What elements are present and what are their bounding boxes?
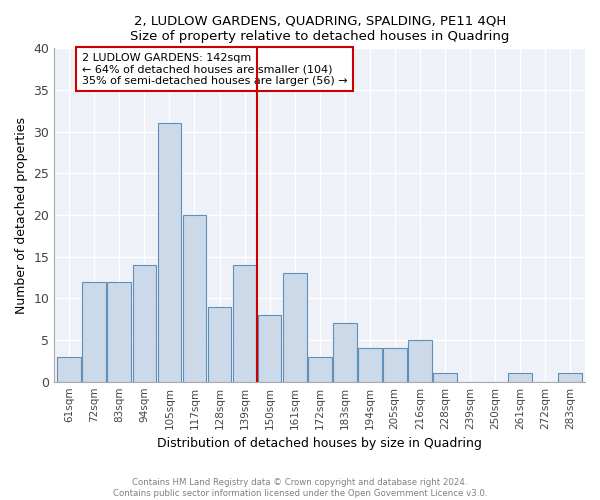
Bar <box>383 348 407 382</box>
Bar <box>257 315 281 382</box>
X-axis label: Distribution of detached houses by size in Quadring: Distribution of detached houses by size … <box>157 437 482 450</box>
Bar <box>182 215 206 382</box>
Bar <box>333 324 356 382</box>
Bar <box>558 374 582 382</box>
Text: Contains HM Land Registry data © Crown copyright and database right 2024.
Contai: Contains HM Land Registry data © Crown c… <box>113 478 487 498</box>
Bar <box>133 265 157 382</box>
Bar <box>107 282 131 382</box>
Bar <box>433 374 457 382</box>
Bar <box>158 124 181 382</box>
Bar <box>58 356 81 382</box>
Bar <box>308 356 332 382</box>
Bar <box>208 306 232 382</box>
Bar <box>358 348 382 382</box>
Bar <box>82 282 106 382</box>
Bar <box>283 274 307 382</box>
Title: 2, LUDLOW GARDENS, QUADRING, SPALDING, PE11 4QH
Size of property relative to det: 2, LUDLOW GARDENS, QUADRING, SPALDING, P… <box>130 15 509 43</box>
Bar <box>508 374 532 382</box>
Text: 2 LUDLOW GARDENS: 142sqm
← 64% of detached houses are smaller (104)
35% of semi-: 2 LUDLOW GARDENS: 142sqm ← 64% of detach… <box>82 52 347 86</box>
Bar <box>233 265 256 382</box>
Y-axis label: Number of detached properties: Number of detached properties <box>15 116 28 314</box>
Bar <box>408 340 431 382</box>
